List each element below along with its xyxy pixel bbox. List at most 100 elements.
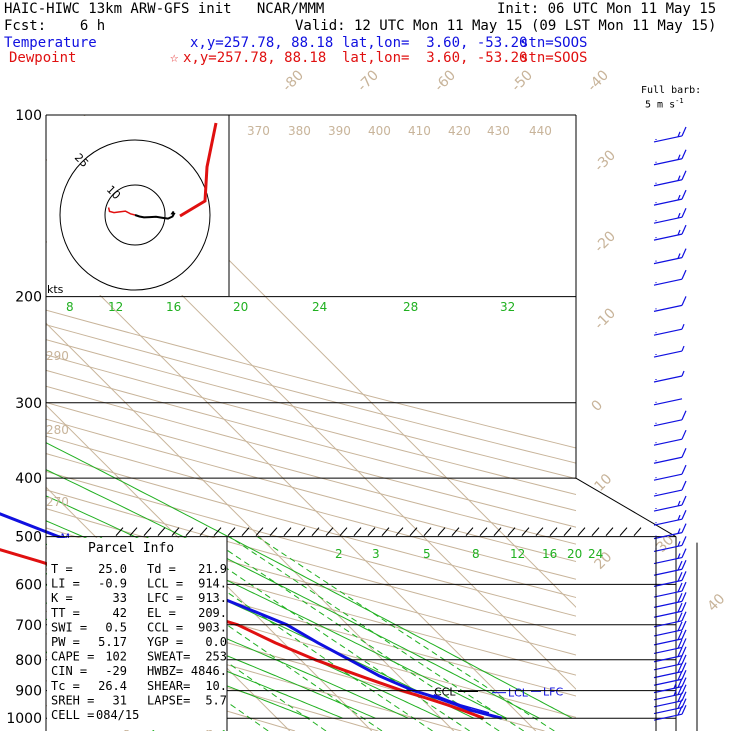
temperature-location: x,y=257.78, 88.18: [190, 35, 334, 51]
isotherm-label: 0: [589, 397, 607, 415]
parcel-field-label: Tc =: [51, 679, 80, 693]
pressure-label: 900: [15, 684, 42, 700]
pressure-label: 1000: [6, 711, 42, 727]
parcel-field-label: T =: [51, 562, 73, 576]
freezing-hatch: [339, 527, 348, 536]
freezing-hatch: [255, 527, 264, 536]
wind-barb-flag: [681, 207, 687, 218]
wind-barb-staff: [653, 135, 683, 143]
wind-barb-staff: [653, 438, 683, 446]
wind-barb-flag: [681, 464, 687, 475]
isotherm-label: -30: [592, 147, 619, 174]
wind-barb-flag: [681, 662, 687, 672]
parcel-field-value: -29: [105, 664, 127, 678]
theta-label: 410: [408, 124, 431, 138]
wind-barb-staff: [653, 518, 683, 526]
wind-barb-flag: [677, 612, 683, 622]
isotherm-label: -80: [280, 67, 307, 94]
parcel-field-label: TT =: [51, 606, 80, 620]
parcel-field-label: CCL =: [147, 620, 183, 634]
freezing-hatch: [423, 527, 432, 536]
wind-barb-half: [677, 553, 681, 559]
parcel-field-value: 913.: [198, 591, 227, 605]
parcel-field-value: 25.0: [98, 562, 127, 576]
wind-barb: [653, 248, 687, 265]
wind-barb-flag: [677, 582, 683, 593]
wind-barb-staff: [653, 456, 683, 464]
pressure-label: 300: [15, 396, 42, 412]
freezing-hatch: [437, 527, 446, 536]
fcst-value: 6 h: [79, 18, 106, 34]
wind-barb-staff: [653, 671, 683, 679]
parcel-field-label: HWBZ=: [147, 664, 183, 678]
hodograph-ring-10: [104, 184, 166, 246]
freezing-hatch: [535, 527, 544, 536]
mixing-ratio-label: 2: [335, 547, 343, 561]
wind-barb-half: [677, 514, 681, 521]
barb-legend-title: Full barb:: [641, 85, 702, 96]
freezing-hatch: [633, 527, 642, 536]
wind-barb: [653, 269, 687, 286]
freezing-hatch: [577, 527, 586, 536]
parcel-field-value: 33: [113, 591, 127, 605]
mixing-ratio-label: 20: [567, 547, 582, 561]
dry-adiabat-line: [46, 610, 462, 731]
freezing-hatch: [521, 527, 530, 536]
wind-barb-staff: [653, 257, 683, 265]
wind-barb-staff: [653, 350, 683, 358]
pressure-label: 600: [15, 577, 42, 593]
wind-barb: [653, 581, 687, 598]
parcel-field-label: LAPSE=: [147, 693, 190, 707]
freezing-hatch: [605, 527, 614, 536]
freezing-hatch: [353, 527, 362, 536]
wind-barb: [653, 495, 687, 512]
wind-barb: [653, 296, 687, 312]
parcel-field-label: SWI =: [51, 620, 87, 634]
wind-barb: [653, 602, 687, 618]
mixing-ratio-label: 24: [588, 547, 603, 561]
wind-barb-flag: [677, 670, 683, 681]
dewpoint-star-icon: ☆: [170, 50, 179, 66]
wind-barb-staff: [653, 629, 683, 637]
wind-barb-flag: [677, 602, 683, 613]
theta-label: 380: [288, 124, 311, 138]
wind-barb-half: [677, 229, 681, 236]
wind-barb-half: [673, 690, 677, 696]
wind-barb-flag: [681, 560, 687, 570]
wind-barb: [653, 662, 687, 679]
parcel-field-value: 42: [113, 606, 127, 620]
hodograph-trace-lower: [107, 207, 136, 216]
dewpoint-profile-upper: [179, 122, 218, 218]
wind-barb-flag: [681, 448, 687, 458]
wind-barb-staff: [653, 638, 683, 646]
freezing-hatch: [241, 527, 250, 536]
mixing-ratio-line: [257, 536, 555, 731]
parcel-field-value: 084/15: [96, 708, 139, 722]
parcel-field-label: LCL =: [147, 577, 183, 591]
wind-barb-flag: [681, 536, 687, 546]
dewpoint-latlon: lat,lon= 3.60, -53.20: [342, 50, 528, 66]
isotherm-label: 40: [705, 591, 729, 615]
hodograph-trace: [134, 210, 176, 220]
wind-barb-flag: [681, 691, 687, 702]
freezing-hatch: [227, 527, 236, 536]
wind-barb-flag: [677, 678, 683, 688]
parcel-field-value: 31: [113, 693, 127, 707]
parcel-field-label: YGP =: [147, 635, 183, 649]
wind-barb-staff: [653, 216, 683, 224]
parcel-info-panel: Parcel Info T = 25.0 Td = 21.9 LI = -0.9 LCL = 9…: [47, 537, 228, 731]
wind-barb-flag: [681, 677, 687, 687]
freezing-hatch: [409, 527, 418, 536]
wind-barb-staff: [653, 504, 683, 512]
parcel-field-value: 26.4: [98, 679, 127, 693]
isotherm-label: 10: [592, 471, 616, 495]
parcel-field-value: 5.17: [98, 635, 127, 649]
parcel-field-value: 10.: [205, 679, 227, 693]
freezing-hatch: [213, 527, 222, 536]
theta-label: 430: [487, 124, 510, 138]
parcel-field-label: SHEAR=: [147, 679, 190, 693]
pressure-label: 100: [15, 108, 42, 124]
dry-adiabat-line: [46, 470, 576, 617]
dry-adiabat-line: [46, 339, 576, 480]
